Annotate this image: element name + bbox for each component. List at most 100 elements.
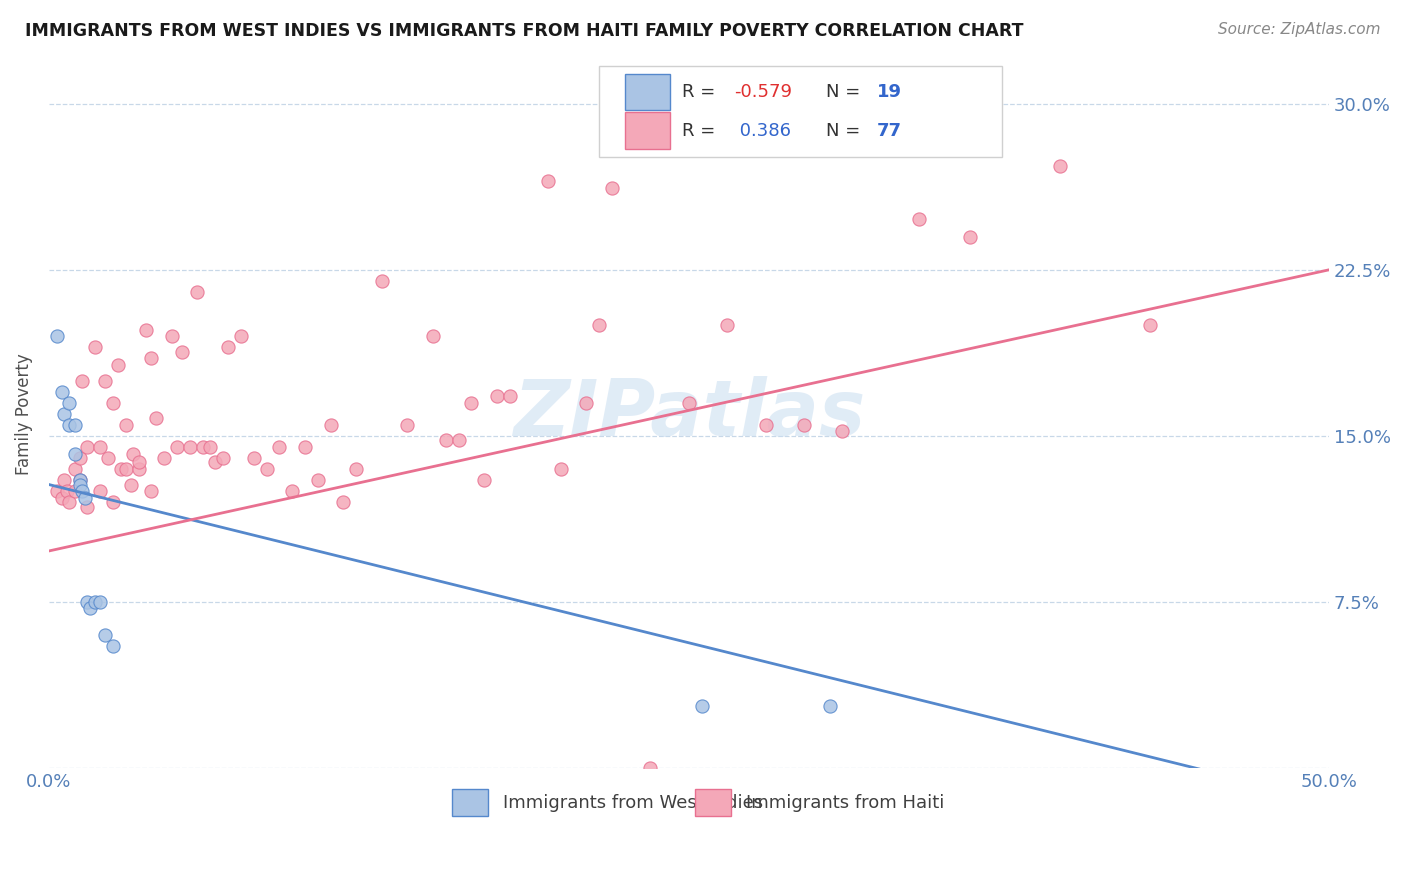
Point: [537, 174, 560, 188]
Point: [141, 351, 163, 366]
Point: [53, 407, 76, 421]
Point: [166, 440, 188, 454]
Text: R =: R =: [682, 83, 721, 101]
Point: [58, 495, 80, 509]
Point: [73, 491, 96, 505]
Point: [94, 374, 117, 388]
Point: [600, 181, 623, 195]
Point: [110, 462, 132, 476]
Point: [51, 491, 73, 505]
Point: [575, 395, 598, 409]
Point: [422, 329, 444, 343]
Point: [135, 323, 157, 337]
Point: [84, 595, 107, 609]
Y-axis label: Family Poverty: Family Poverty: [15, 353, 32, 475]
Point: [212, 450, 235, 465]
Bar: [696, 789, 731, 816]
Point: [128, 455, 150, 469]
Point: [256, 462, 278, 476]
Point: [434, 434, 457, 448]
Point: [690, 698, 713, 713]
Point: [396, 417, 419, 432]
Point: [114, 417, 136, 432]
Point: [69, 477, 91, 491]
Text: Immigrants from Haiti: Immigrants from Haiti: [747, 794, 945, 812]
Point: [56, 484, 79, 499]
Point: [319, 417, 342, 432]
Point: [332, 495, 354, 509]
Point: [959, 229, 981, 244]
Point: [217, 340, 239, 354]
Point: [179, 440, 201, 454]
Point: [89, 595, 111, 609]
Text: 19: 19: [877, 83, 903, 101]
Point: [344, 462, 367, 476]
Point: [45, 329, 67, 343]
Point: [63, 417, 86, 432]
Point: [460, 395, 482, 409]
Text: N =: N =: [825, 121, 866, 139]
Point: [229, 329, 252, 343]
Point: [63, 484, 86, 499]
Point: [70, 374, 93, 388]
Point: [447, 434, 470, 448]
Point: [716, 318, 738, 333]
FancyBboxPatch shape: [599, 66, 1002, 157]
Point: [200, 440, 222, 454]
Point: [793, 417, 815, 432]
Point: [45, 484, 67, 499]
Point: [370, 274, 392, 288]
Point: [101, 639, 124, 653]
Point: [89, 440, 111, 454]
Point: [114, 462, 136, 476]
Point: [755, 417, 778, 432]
Point: [76, 595, 98, 609]
Point: [588, 318, 610, 333]
Point: [818, 698, 841, 713]
Point: [58, 417, 80, 432]
Text: -0.579: -0.579: [734, 83, 792, 101]
Point: [678, 395, 700, 409]
Point: [70, 484, 93, 499]
Point: [1139, 318, 1161, 333]
Bar: [624, 74, 669, 111]
Point: [58, 395, 80, 409]
Text: 0.386: 0.386: [734, 121, 790, 139]
Point: [101, 395, 124, 409]
Point: [191, 440, 214, 454]
Point: [69, 473, 91, 487]
Bar: [453, 789, 488, 816]
Point: [485, 389, 508, 403]
Point: [63, 462, 86, 476]
Point: [640, 761, 662, 775]
Text: N =: N =: [825, 83, 866, 101]
Point: [63, 446, 86, 460]
Point: [499, 389, 522, 403]
Point: [908, 211, 931, 226]
Text: IMMIGRANTS FROM WEST INDIES VS IMMIGRANTS FROM HAITI FAMILY POVERTY CORRELATION : IMMIGRANTS FROM WEST INDIES VS IMMIGRANT…: [25, 22, 1024, 40]
Point: [53, 473, 76, 487]
Point: [145, 411, 167, 425]
Point: [128, 462, 150, 476]
Point: [204, 455, 226, 469]
Text: ZIPatlas: ZIPatlas: [513, 376, 865, 451]
Point: [76, 500, 98, 514]
Point: [269, 440, 291, 454]
Point: [120, 477, 142, 491]
Point: [160, 329, 183, 343]
Text: R =: R =: [682, 121, 721, 139]
Point: [69, 450, 91, 465]
Point: [242, 450, 264, 465]
Text: Source: ZipAtlas.com: Source: ZipAtlas.com: [1218, 22, 1381, 37]
Point: [69, 473, 91, 487]
Point: [101, 495, 124, 509]
Point: [122, 446, 145, 460]
Point: [97, 450, 120, 465]
Bar: [624, 112, 669, 149]
Text: Immigrants from West Indies: Immigrants from West Indies: [503, 794, 763, 812]
Point: [307, 473, 329, 487]
Point: [141, 484, 163, 499]
Point: [84, 340, 107, 354]
Point: [294, 440, 316, 454]
Point: [831, 425, 853, 439]
